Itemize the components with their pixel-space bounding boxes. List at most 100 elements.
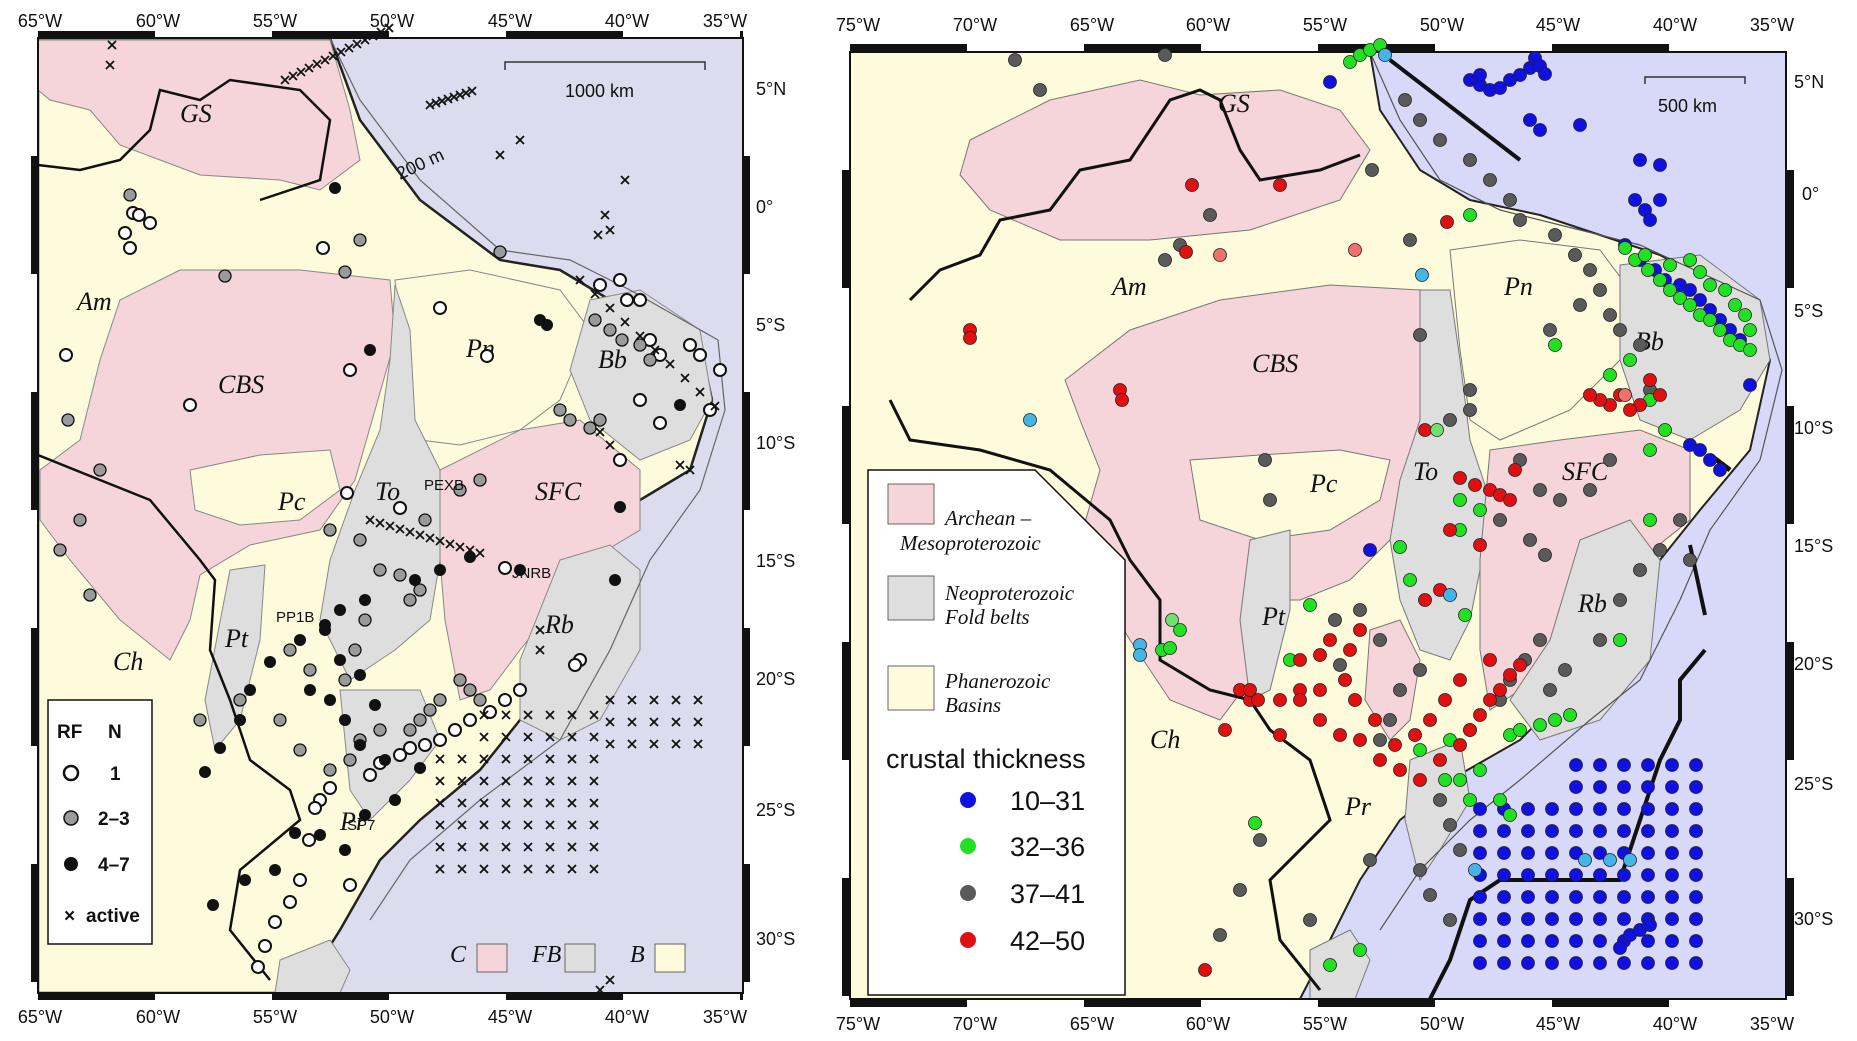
active-station-marker (320, 55, 330, 65)
rf-station-open-marker (118, 226, 132, 240)
thickness-marker-10-31 (1665, 780, 1679, 794)
thickness-marker-37-41 (1583, 263, 1597, 277)
rf-station-open-marker (433, 733, 447, 747)
thickness-marker-42-50 (1418, 423, 1432, 437)
right-pr-inlier (1364, 619, 1421, 741)
thickness-marker-10-31 (1569, 912, 1583, 926)
thickness-marker-42-50 (1323, 633, 1337, 647)
thickness-marker-10-31 (1641, 824, 1655, 838)
active-station-marker (501, 776, 511, 786)
thickness-marker-10-31 (1593, 934, 1607, 948)
thickness-marker-42-50 (1513, 658, 1527, 672)
legend-foldbelt-line1: Neoproterozoic (944, 581, 1075, 605)
active-station-marker (589, 864, 599, 874)
rf-station-grey-marker (615, 333, 629, 347)
thickness-marker-37-41 (1433, 133, 1447, 147)
active-station-marker (479, 710, 489, 720)
rf-station-open-marker (620, 293, 634, 307)
rf-station-black-marker (414, 762, 426, 774)
thickness-marker-37-41 (1633, 563, 1647, 577)
left-lon-bot-1: 60°W (136, 1007, 180, 1027)
rf-station-open-marker (480, 349, 494, 363)
left-tick-left (31, 628, 38, 746)
rf-station-grey-marker (453, 483, 467, 497)
active-station-marker (665, 359, 675, 369)
rf-station-open-marker (713, 363, 727, 377)
thickness-marker-light-blue (1443, 588, 1457, 602)
left-tick-top (272, 31, 389, 38)
thickness-marker-32-36 (1548, 338, 1562, 352)
rf-station-open-marker (633, 393, 647, 407)
rf-station-grey-marker (583, 421, 597, 435)
right-lon-bot-1: 70°W (953, 1014, 997, 1034)
right-label-to: To (1413, 457, 1438, 486)
thickness-marker-light-blue (1578, 853, 1592, 867)
right-lon-bot-3: 60°W (1186, 1014, 1230, 1034)
rf-station-open-marker (258, 939, 272, 953)
active-station-marker (405, 527, 415, 537)
thickness-marker-42-50 (1115, 393, 1129, 407)
right-lon-bot-5: 50°W (1420, 1014, 1464, 1034)
rf-station-grey-marker (53, 543, 67, 557)
left-label-am: Am (75, 287, 112, 316)
rf-station-black-marker (434, 564, 446, 576)
rf-station-grey-marker (193, 713, 207, 727)
thickness-marker-37-41 (1158, 253, 1172, 267)
rf-station-black-marker (541, 319, 553, 331)
active-station-marker (605, 717, 615, 727)
rf-station-grey-marker (233, 693, 247, 707)
rf-station-open-marker (448, 723, 462, 737)
left-lon-bot-2: 55°W (253, 1007, 297, 1027)
right-label-pr: Pr (1344, 792, 1372, 821)
right-tick-left (842, 406, 850, 524)
thickness-marker-42-50 (1463, 723, 1477, 737)
active-station-marker (360, 35, 370, 45)
active-station-marker (545, 754, 555, 764)
rf-station-grey-marker (283, 643, 297, 657)
active-station-marker (567, 820, 577, 830)
active-station-marker (425, 100, 435, 110)
thickness-marker-10-31 (1653, 193, 1667, 207)
thickness-marker-32-36 (1683, 253, 1697, 267)
rf-station-black-marker (339, 714, 351, 726)
rf-station-black-marker (364, 344, 376, 356)
rf-station-open-marker (568, 658, 582, 672)
thickness-marker-10-31 (1665, 824, 1679, 838)
thickness-marker-10-31 (1641, 780, 1655, 794)
thickness-marker-10-31 (1523, 113, 1537, 127)
thickness-marker-42-50 (1368, 713, 1382, 727)
thickness-marker-10-31 (1689, 912, 1703, 926)
rf-station-open-marker (343, 878, 357, 892)
right-tick-bottom (1084, 999, 1201, 1007)
left-craton-gs (38, 39, 361, 191)
legend-archean-swatch (887, 483, 935, 525)
thickness-marker-37-41 (1365, 163, 1379, 177)
thickness-marker-32-36 (1163, 641, 1177, 655)
rf-station-grey-marker (418, 513, 432, 527)
rf-station-open-marker (251, 960, 265, 974)
thickness-marker-32-36 (1463, 208, 1477, 222)
thickness-marker-42-50 (1218, 723, 1232, 737)
active-station-marker (589, 776, 599, 786)
active-station-marker (605, 225, 615, 235)
active-station-marker (595, 985, 605, 995)
thickness-marker-32-36 (1453, 773, 1467, 787)
thickness-marker-37-41 (1593, 633, 1607, 647)
rf-station-grey-marker (293, 743, 307, 757)
active-station-marker (465, 545, 475, 555)
right-foldbelt-to (1389, 289, 1491, 661)
active-station-marker (415, 530, 425, 540)
thickness-marker-37-41 (1568, 248, 1582, 262)
thickness-marker-37-41 (1443, 818, 1457, 832)
left-label-pc: Pc (277, 487, 306, 516)
thickness-marker-42-50 (1348, 693, 1362, 707)
active-station-marker (595, 427, 605, 437)
left-station-jnrb: JNRB (512, 565, 551, 582)
legend-c3-label: 37–41 (1010, 879, 1085, 909)
thickness-marker-10-31 (1545, 912, 1559, 926)
thickness-marker-37-41 (1213, 928, 1227, 942)
thickness-marker-32-36 (1728, 298, 1742, 312)
active-station-marker (344, 43, 354, 53)
active-station-marker (589, 842, 599, 852)
active-station-marker (304, 63, 314, 73)
